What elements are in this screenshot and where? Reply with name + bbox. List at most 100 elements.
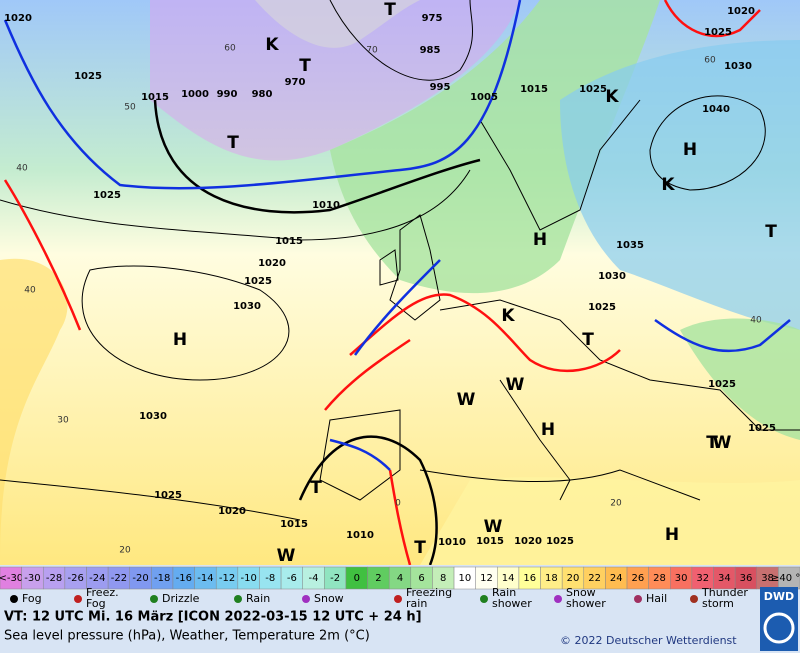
symbol-icon <box>10 595 18 603</box>
pressure-center: W <box>484 517 503 537</box>
symbol-legend: Fog Freez. Fog Drizzle Rain Snow Freezing rain R… <box>10 586 748 610</box>
scale-label: <-30 <box>0 573 23 584</box>
pressure-center: W <box>713 433 732 453</box>
scale-label: -4 <box>309 573 319 584</box>
scale-label: 6 <box>418 573 424 584</box>
scale-label: 18 <box>545 573 558 584</box>
pressure-center: T <box>582 330 594 350</box>
coastlines <box>319 99 800 501</box>
isotherm-label: 60 <box>224 44 236 54</box>
isobar-label: 985 <box>420 45 441 56</box>
isobar-label: 1020 <box>4 13 32 24</box>
isobar-label: 1010 <box>346 530 374 541</box>
warm-area <box>420 477 800 565</box>
scale-label: 10 <box>458 573 471 584</box>
scale-label: 12 <box>480 573 493 584</box>
pressure-center: T <box>765 222 777 242</box>
warm-area <box>0 258 68 560</box>
cool-area <box>560 40 800 330</box>
scale-label: -18 <box>154 573 170 584</box>
isotherm-label: 20 <box>610 499 622 509</box>
isobar-label: 975 <box>422 13 443 24</box>
pressure-center: K <box>661 175 675 195</box>
scale-label: -26 <box>68 573 84 584</box>
isotherm-label: 40 <box>16 164 28 174</box>
greenland <box>255 0 420 48</box>
isotherm-label: 20 <box>119 546 131 556</box>
isobar-label: 995 <box>430 82 451 93</box>
isobars <box>0 0 766 566</box>
isobar-label: 1015 <box>476 536 504 547</box>
logo-box <box>760 587 798 651</box>
temperature-scale: <-30 -30 -28 -26 -24 -22 -20 -18 -16 -14 -12 -10 -8-… <box>0 566 800 590</box>
symbol-label: Hail <box>646 592 667 605</box>
scale-label: 36 <box>740 573 753 584</box>
symbol-icon <box>234 595 242 603</box>
isobar-label: 1015 <box>280 519 308 530</box>
isobar-label: 1020 <box>258 258 286 269</box>
isobar-label: 1025 <box>748 423 776 434</box>
copyright: © 2022 Deutscher Wetterdienst <box>560 634 737 647</box>
logo-swirl <box>763 612 795 644</box>
scale-label: 34 <box>718 573 731 584</box>
isobar-label: 1025 <box>588 302 616 313</box>
isotherm-label: 40 <box>24 286 36 296</box>
symbol-icon <box>634 595 642 603</box>
pressure-center: H <box>541 420 555 440</box>
symbol-label: Thunder storm <box>701 586 748 610</box>
scale-label: -12 <box>219 573 235 584</box>
isobar-label: 1025 <box>74 71 102 82</box>
pressure-center: K <box>501 306 515 326</box>
isotherm-label: 70 <box>366 46 378 56</box>
symbol-label: Rain <box>246 592 270 605</box>
isobar-label: 1010 <box>438 537 466 548</box>
pressure-center: T <box>414 538 426 558</box>
scale-label: 0 <box>354 573 360 584</box>
pressure-center: T <box>706 433 718 453</box>
isobar-label: 1030 <box>139 411 167 422</box>
isotherm-label: 30 <box>57 416 69 426</box>
scale-label: -24 <box>89 573 105 584</box>
isobar-label: 1010 <box>312 200 340 211</box>
scale-label: -2 <box>330 573 340 584</box>
pressure-center: H <box>173 330 187 350</box>
pressure-center: H <box>683 140 697 160</box>
symbol-icon <box>302 595 310 603</box>
scale-label: -14 <box>197 573 213 584</box>
scale-label: -20 <box>132 573 148 584</box>
pressure-center: K <box>605 87 619 107</box>
isobar-label: 1030 <box>233 301 261 312</box>
cold-area <box>150 0 520 161</box>
isobar-label: 1025 <box>546 536 574 547</box>
scale-label: 30 <box>675 573 688 584</box>
map-labels: 1020 1025 1015 1000 990 980 970 975 985 995 1005 10… <box>4 0 777 566</box>
scale-label: 2 <box>375 573 381 584</box>
scale-label: ≥40 °C <box>771 573 800 584</box>
isobar-label: 1015 <box>520 84 548 95</box>
scale-label: 4 <box>397 573 403 584</box>
scale-label: -6 <box>287 573 297 584</box>
symbol-icon <box>480 595 488 603</box>
isobar-label: 1015 <box>275 236 303 247</box>
symbol-label: Fog <box>22 592 42 605</box>
symbol-icon <box>394 595 402 603</box>
isobar-label: 1025 <box>93 190 121 201</box>
isobar-label: 980 <box>252 89 273 100</box>
isobar-label: 1020 <box>727 6 755 17</box>
isotherm-label: 60 <box>704 56 716 66</box>
isotherm-label: 0 <box>395 499 401 509</box>
pressure-center: T <box>299 56 311 76</box>
isobar-label: 970 <box>285 77 306 88</box>
pressure-center: W <box>506 375 525 395</box>
scale-label: 22 <box>588 573 601 584</box>
isotherm-label: 40 <box>750 316 762 326</box>
pressure-center: K <box>265 35 279 55</box>
symbol-icon <box>690 595 698 603</box>
isobar-label: 1025 <box>154 490 182 501</box>
pressure-center: H <box>665 525 679 545</box>
description: Sea level pressure (hPa), Weather, Tempe… <box>4 629 370 644</box>
pressure-center: T <box>384 0 396 20</box>
scale-label: 24 <box>610 573 623 584</box>
isobar-label: 1005 <box>470 92 498 103</box>
isobar-label: 1030 <box>724 61 752 72</box>
